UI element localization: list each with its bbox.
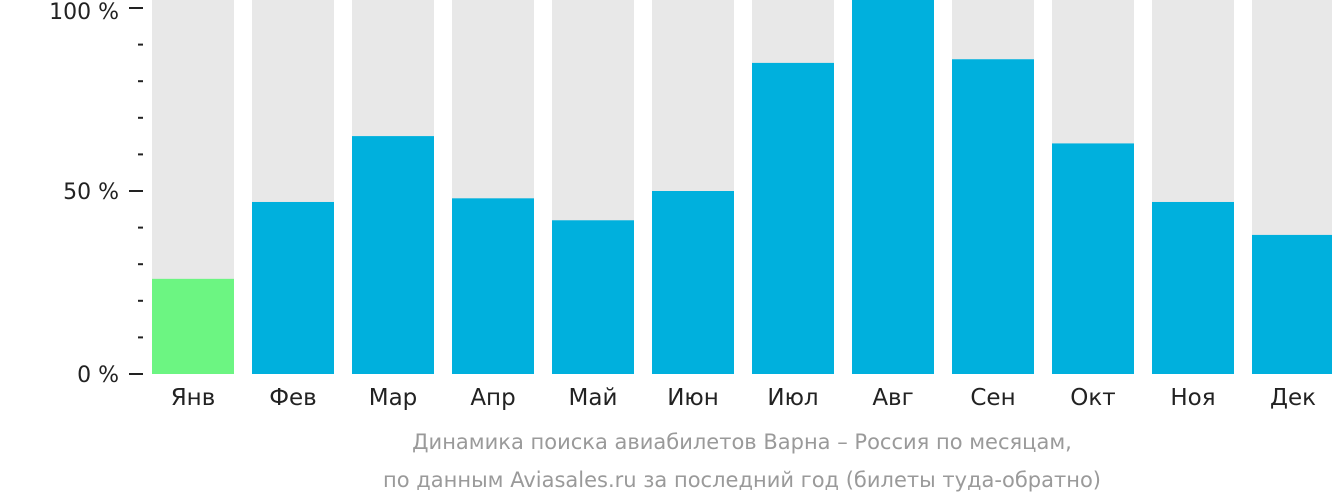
data-bars <box>152 0 1332 375</box>
x-tick-label: Авг <box>872 385 913 411</box>
x-tick-label: Апр <box>470 385 515 411</box>
x-tick-label: Окт <box>1070 385 1115 411</box>
x-tick-label: Янв <box>171 385 216 411</box>
bar-4[interactable] <box>452 198 534 374</box>
bar-12[interactable] <box>1252 234 1332 374</box>
y-axis: 0 % 50 % 100 % <box>49 0 143 388</box>
x-axis-labels: Янв Фев Мар Апр Май Июн Июл Авг Сен Окт Ноя Дек <box>171 385 1316 411</box>
x-tick-label: Июл <box>767 385 818 411</box>
bar-9[interactable] <box>952 59 1034 375</box>
x-tick-label: Мар <box>369 385 418 411</box>
bar-10[interactable] <box>1052 143 1134 374</box>
chart-caption-line-2: по данным Aviasales.ru за последний год … <box>383 468 1101 492</box>
bar-8[interactable] <box>852 0 934 374</box>
x-tick-label: Май <box>569 385 618 411</box>
x-tick-label: Дек <box>1270 385 1316 411</box>
bar-7[interactable] <box>752 62 834 375</box>
x-tick-label: Сен <box>970 385 1015 411</box>
y-tick-label: 100 % <box>49 0 119 25</box>
chart-caption-line-1: Динамика поиска авиабилетов Варна – Росс… <box>412 430 1072 454</box>
y-tick-label: 0 % <box>77 363 119 388</box>
bar-2[interactable] <box>252 201 334 374</box>
bar-1[interactable] <box>152 278 234 374</box>
x-tick-label: Фев <box>269 385 317 411</box>
bar-3[interactable] <box>352 136 434 374</box>
bar-5[interactable] <box>552 220 634 374</box>
x-tick-label: Ноя <box>1170 385 1215 411</box>
bar-6[interactable] <box>652 191 734 374</box>
bar-11[interactable] <box>1152 201 1234 374</box>
y-tick-label: 50 % <box>63 180 119 205</box>
x-tick-label: Июн <box>667 385 719 411</box>
